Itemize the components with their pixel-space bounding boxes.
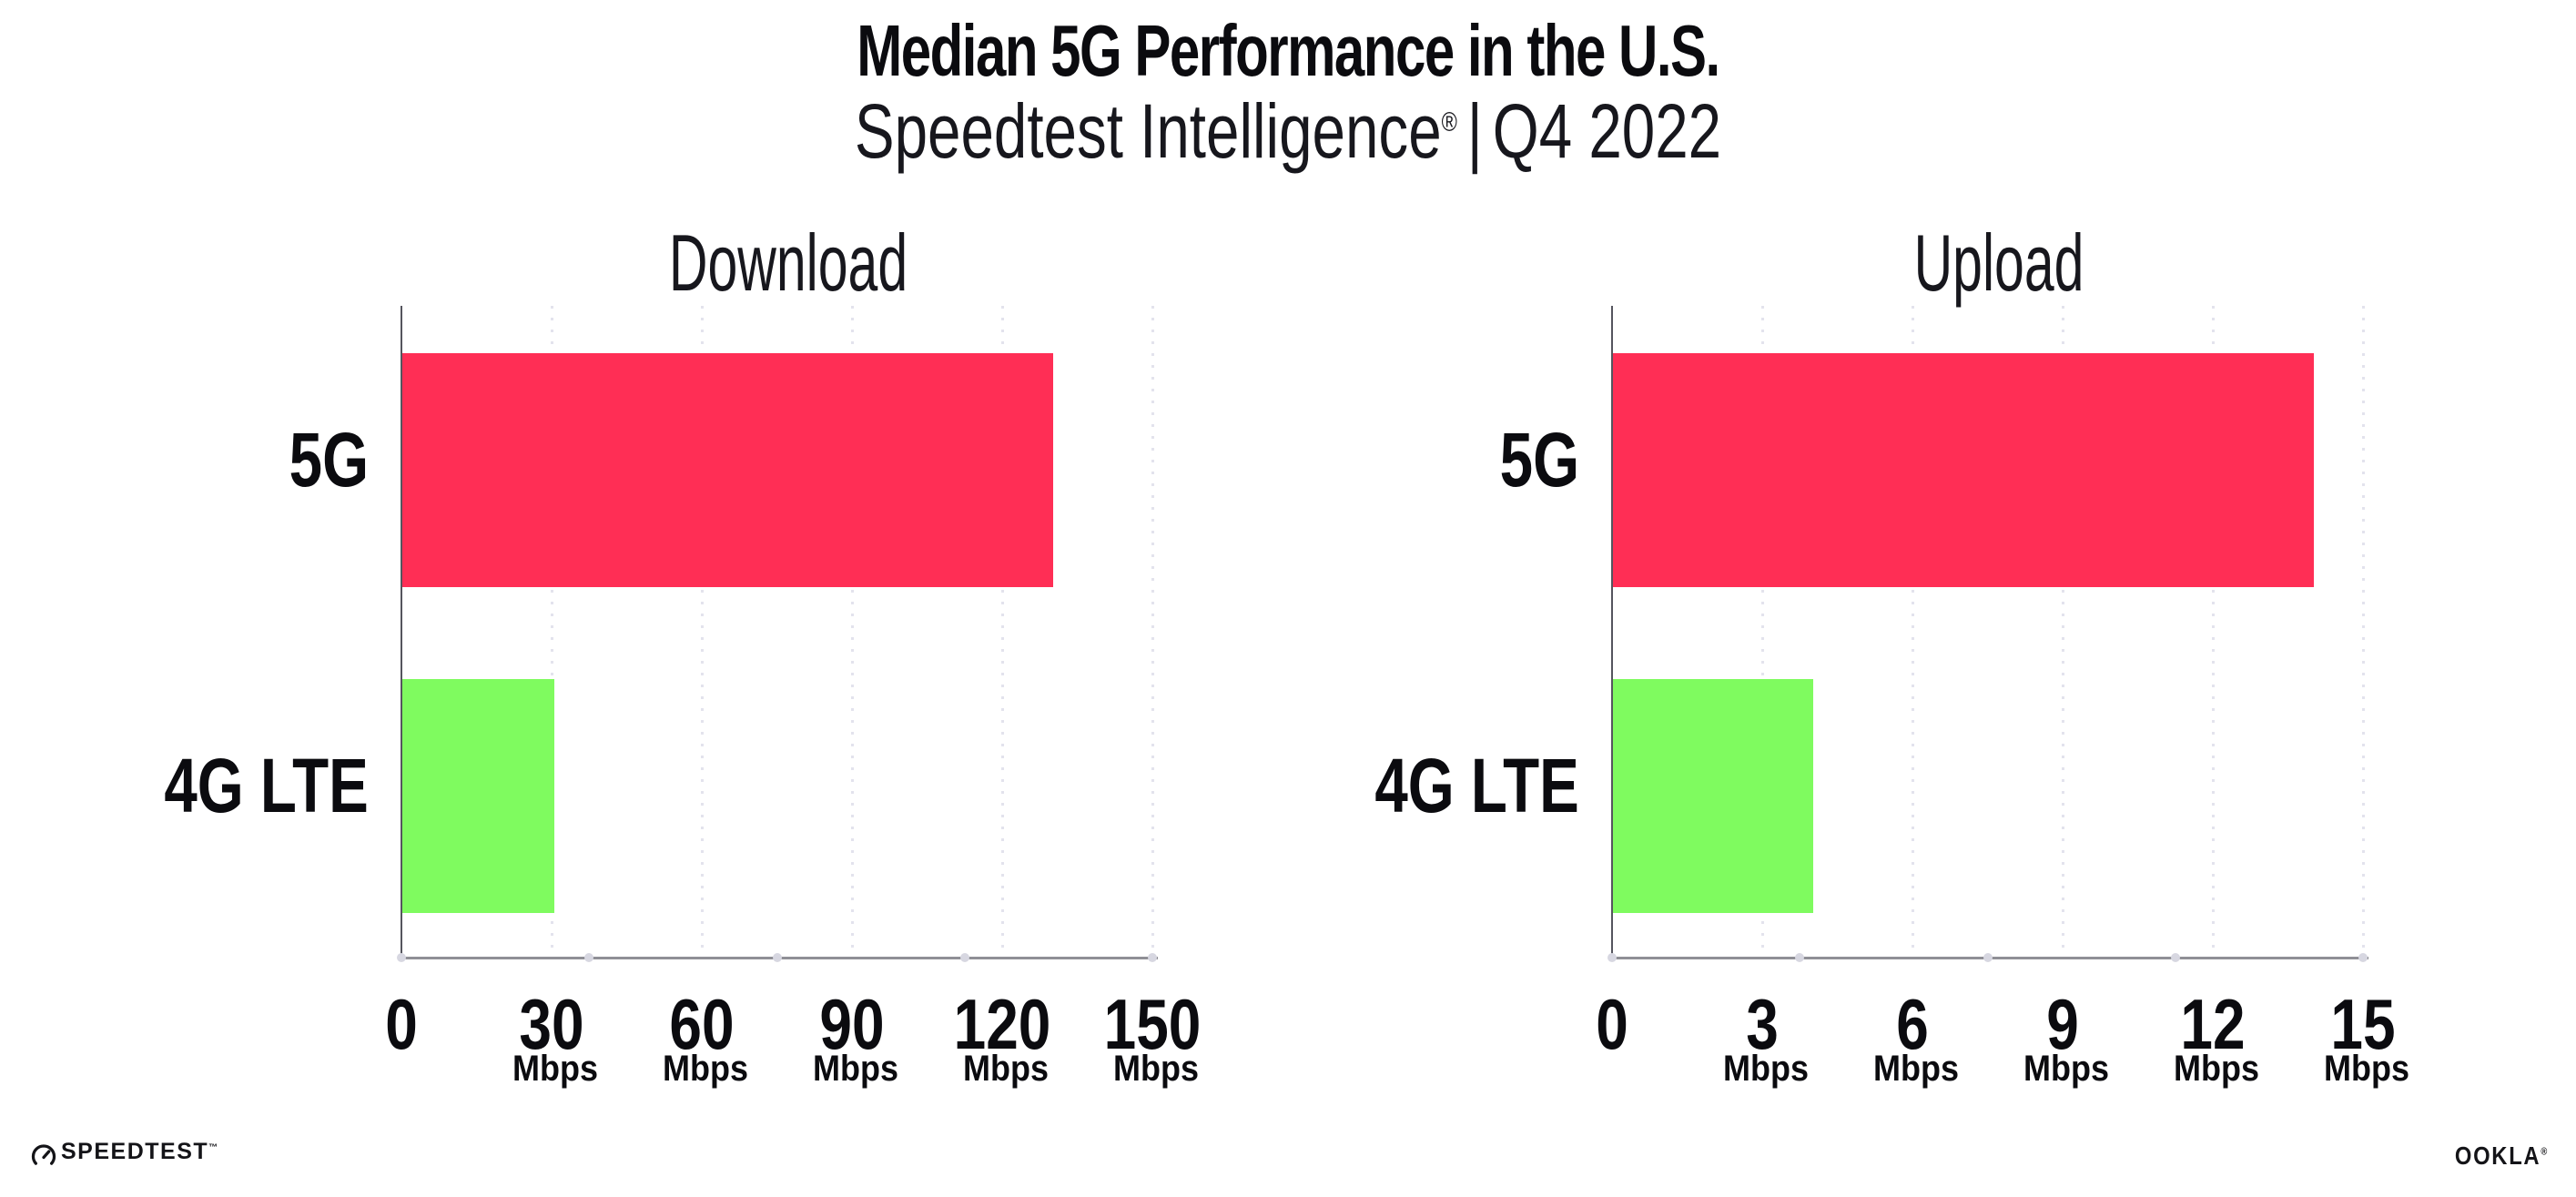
speedtest-gauge-icon [30,1142,57,1170]
gridline [850,306,854,959]
speedtest-label: SPEEDTEST [61,1139,209,1164]
ookla-registered-mark: ® [2541,1146,2547,1158]
x-tick-label: 12 [2180,984,2246,1064]
subtitle-brand: Speedtest Intelligence [854,88,1442,174]
x-tick-label: 9 [2046,984,2079,1064]
gridline [2361,306,2365,959]
bar-5g-upload [1613,353,2314,587]
x-tick-unit: Mbps [813,1049,898,1089]
plot-title-download: Download [668,218,908,308]
subtitle-divider: | [1466,88,1483,174]
axis-dot [959,953,969,962]
gridline [1151,306,1154,959]
category-label-5g: 5G [1499,416,1579,502]
subtitle-period: Q4 2022 [1492,88,1722,174]
plot-title-upload: Upload [1913,218,2084,308]
x-tick-unit: Mbps [1873,1049,1959,1089]
gridline [1911,306,1914,959]
axis-dot [1795,953,1805,962]
gridline [550,306,553,959]
x-tick-label: 0 [1596,984,1628,1064]
page-title: Median 5G Performance in the U.S. [857,9,2438,93]
page-title-text: Median 5G Performance in the U.S. [857,10,1720,91]
axis-dot [2358,953,2368,962]
gridline [2211,306,2215,959]
axis-dot [584,953,594,962]
x-tick-label: 30 [519,984,584,1064]
ookla-wordmark: OOKLA® [2439,1141,2547,1171]
axis-dot [772,953,782,962]
registered-mark: ® [1441,107,1457,137]
ookla-wordmark-text: OOKLA® [2455,1141,2547,1171]
x-tick-label: 15 [2330,984,2396,1064]
bar-5g-download [402,353,1053,587]
x-tick-label: 90 [819,984,885,1064]
x-tick-label: 120 [953,984,1051,1064]
x-tick-label: 3 [1746,984,1779,1064]
x-tick-label: 60 [669,984,735,1064]
axis-dot [397,953,406,962]
category-label-4g-lte: 4G LTE [1374,742,1579,828]
ookla-label: OOKLA [2454,1141,2541,1170]
page-subtitle-text: Speedtest Intelligence® | Q4 2022 [855,87,1721,176]
axis-dot [1148,953,1157,962]
x-tick-unit: Mbps [2023,1049,2109,1089]
x-tick-label: 0 [385,984,418,1064]
speedtest-wordmark: SPEEDTEST™ [61,1139,218,1165]
x-tick-label: 150 [1103,984,1202,1064]
x-tick-unit: Mbps [1113,1049,1199,1089]
y-axis-line [1611,306,1613,960]
x-tick-unit: Mbps [663,1049,748,1089]
axis-dot [1607,953,1617,962]
gridline [1000,306,1004,959]
speedtest-tm-mark: ™ [208,1142,218,1153]
x-tick-unit: Mbps [2324,1049,2409,1089]
x-tick-unit: Mbps [1723,1049,1809,1089]
gridline [700,306,704,959]
gridline [2061,306,2064,959]
x-tick-unit: Mbps [512,1049,598,1089]
x-tick-unit: Mbps [2174,1049,2259,1089]
axis-dot [2170,953,2180,962]
bar-4g-lte-download [402,679,554,913]
category-label-4g-lte: 4G LTE [164,742,369,828]
y-axis-line [401,306,402,960]
category-label-5g: 5G [289,416,369,502]
axis-dot [1983,953,1993,962]
x-tick-label: 6 [1896,984,1929,1064]
x-tick-unit: Mbps [963,1049,1049,1089]
gridline [1760,306,1764,959]
page-subtitle: Speedtest Intelligence® | Q4 2022 [855,87,2399,176]
bar-4g-lte-upload [1613,679,1813,913]
